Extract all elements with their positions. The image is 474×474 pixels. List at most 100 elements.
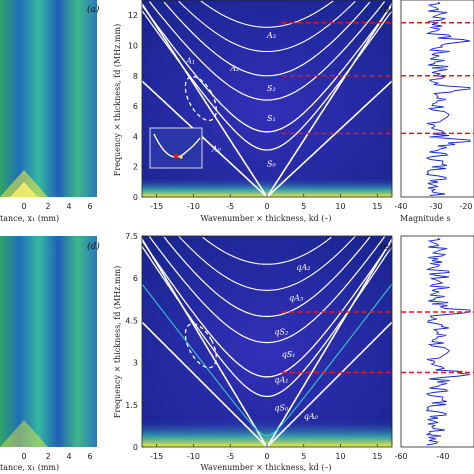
tick-label: 4 (66, 202, 71, 211)
mode-curve (163, 1, 371, 77)
tick-label: -20 (459, 202, 472, 211)
mode-label: qS₀ (274, 403, 289, 412)
mode-label: qA₃ (289, 294, 303, 303)
panel-e-label: (e) (380, 241, 393, 252)
panel-a-xaxis: 0 2 4 6 tance, x₁ (mm) (0, 202, 93, 223)
tick-label: 0 (21, 452, 26, 461)
mode-label: A₃ (266, 31, 276, 40)
mode-label: A₂ (229, 64, 239, 73)
inset-curve (153, 133, 201, 158)
inset-frame (149, 127, 203, 169)
mode-curve (178, 235, 356, 291)
mode-label: S₀ (267, 160, 276, 169)
x-tick-label: -15 (150, 452, 163, 461)
mode-curve (141, 283, 393, 437)
dashed-region (184, 323, 217, 369)
x-tick-label: 15 (372, 202, 382, 211)
mode-curve (202, 236, 332, 265)
panel-e-background (142, 236, 392, 447)
tick-label: -40 (394, 202, 407, 211)
inset-point (173, 153, 179, 159)
x-tick-label: 0 (264, 202, 269, 211)
panel-e-noise-floor (142, 420, 392, 447)
y-tick-label: 6 (133, 102, 138, 111)
panel-b-axes: -15 -10 -5 0 5 10 15 0 2 4 6 8 10 12 (128, 11, 383, 211)
mode-label: qS₁ (282, 350, 296, 359)
panel-e-xlabel: Wavenumber × thickness, kd (–) (200, 463, 331, 472)
mode-curve (141, 4, 393, 133)
x-tick-label: -5 (226, 202, 234, 211)
mode-curve (141, 245, 393, 398)
mode-curve (141, 10, 393, 151)
tick-label: -30 (429, 202, 442, 211)
x-tick-label: -10 (187, 202, 200, 211)
tick-label: 4 (66, 452, 71, 461)
tick-label: 6 (87, 202, 92, 211)
mode-label: qA₂ (296, 263, 310, 272)
y-tick-label: 8 (133, 72, 138, 81)
panel-d-xaxis: 0 2 4 6 tance, x₁ (mm) (0, 452, 93, 472)
y-tick-label: 0 (133, 443, 138, 452)
y-tick-label: 0 (133, 193, 138, 202)
mode-curve (141, 240, 393, 378)
panel-e-axes: -15 -10 -5 0 5 10 15 0 1.5 3 4.5 6 7.5 (125, 232, 382, 461)
x-tick-label: 15 (372, 452, 382, 461)
y-tick-label: 1.5 (125, 401, 138, 410)
panel-d-label: (d) (87, 241, 100, 252)
panel-d: (d) (0, 236, 100, 447)
mode-curve (148, 236, 386, 344)
mode-curve (163, 236, 371, 318)
panel-a-xlabel: tance, x₁ (mm) (0, 214, 59, 223)
mode-label: qA₀ (304, 412, 319, 421)
mode-curve (200, 0, 334, 28)
panel-d-xlabel: tance, x₁ (mm) (0, 463, 59, 472)
panel-a-image (0, 0, 97, 197)
mode-curve (178, 0, 356, 53)
panel-f-spectrum (425, 237, 471, 446)
y-tick-label: 10 (128, 41, 138, 50)
mode-label: qS₂ (274, 327, 288, 336)
right-dashed-lines (401, 21, 474, 374)
panel-d-image (0, 236, 97, 447)
panel-b-noise-floor (142, 178, 392, 197)
panel-b-label: (b) (380, 4, 393, 15)
y-tick-label: 4 (133, 132, 138, 141)
tick-label: -40 (436, 452, 449, 461)
mode-label: A₁ (185, 57, 195, 66)
y-tick-label: 7.5 (125, 232, 138, 241)
y-tick-label: 3 (133, 359, 138, 368)
y-tick-label: 6 (133, 274, 138, 283)
panel-b-inset (149, 127, 203, 169)
panel-b-ylabel: Frequency × thickness, fd (MHz.mm) (113, 24, 122, 176)
x-tick-label: -5 (226, 452, 234, 461)
x-tick-label: 10 (335, 452, 345, 461)
panel-b-curves: A₃ A₂ A₁ S₂ S₁ A₀ S₀ (141, 0, 393, 199)
y-tick-label: 12 (128, 11, 138, 20)
tick-label: 2 (45, 452, 50, 461)
mode-label: S₁ (267, 114, 276, 123)
mode-label: qA₁ (274, 375, 288, 384)
tick-label: -60 (394, 452, 407, 461)
tick-label: 0 (21, 202, 26, 211)
mode-curve (148, 1, 386, 101)
mode-label: A₀ (211, 145, 222, 154)
x-tick-label: 0 (264, 452, 269, 461)
y-tick-label: 2 (133, 163, 138, 172)
panel-a: (a) (0, 0, 100, 197)
tick-label: 2 (45, 202, 50, 211)
tick-label: 6 (87, 452, 92, 461)
panel-a-apex (10, 182, 38, 197)
panel-c-spectrum (425, 1, 471, 196)
x-tick-label: 5 (301, 452, 306, 461)
x-tick-label: 5 (301, 202, 306, 211)
panel-b-xlabel: Wavenumber × thickness, kd (–) (200, 214, 331, 223)
dashed-region (184, 75, 217, 122)
x-tick-label: -10 (187, 452, 200, 461)
x-tick-label: 10 (335, 202, 345, 211)
x-tick-label: -15 (150, 202, 163, 211)
mode-label: S₂ (267, 84, 276, 93)
panel-c-xlabel: Magnitude s (400, 214, 451, 223)
panel-e-ylabel: Frequency × thickness, fd (MHz.mm) (113, 266, 122, 418)
inset-point (179, 155, 183, 159)
